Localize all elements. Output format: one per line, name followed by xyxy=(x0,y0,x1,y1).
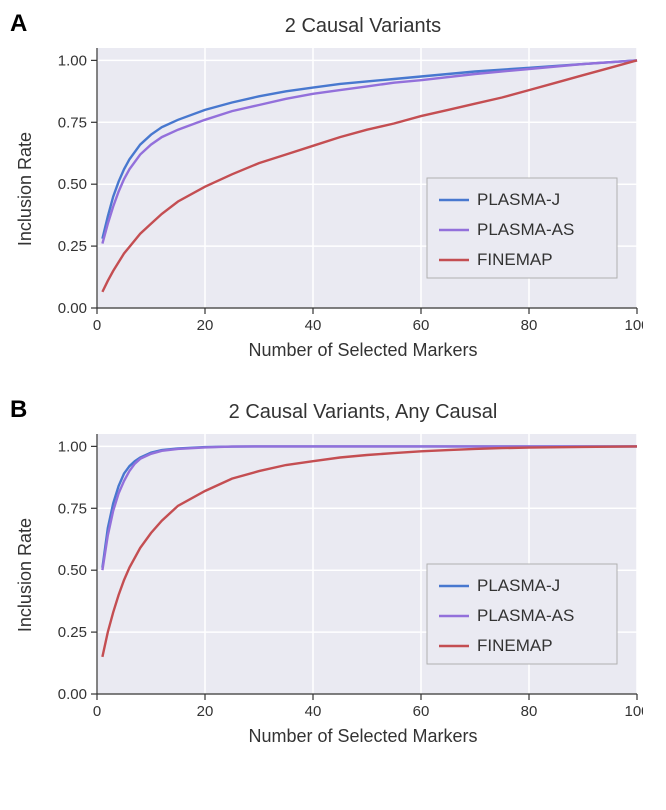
x-tick-label: 40 xyxy=(305,703,322,720)
legend-label: PLASMA-J xyxy=(477,190,560,209)
y-tick-label: 0.50 xyxy=(58,562,87,579)
x-tick-label: 60 xyxy=(413,703,430,720)
x-tick-label: 20 xyxy=(197,317,214,334)
x-tick-label: 0 xyxy=(93,703,101,720)
y-tick-label: 0.75 xyxy=(58,500,87,517)
chart-wrap: Inclusion Rate 0 20 40 60 80 100 0.00 0.25 0.50 0.… xyxy=(15,42,651,336)
y-tick-label: 0.25 xyxy=(58,624,87,641)
y-tick-label: 0.00 xyxy=(58,300,87,317)
chart-svg: 0 20 40 60 80 100 0.00 0.25 0.50 0.75 1.00 PLASMA-J… xyxy=(42,428,643,722)
chart-title: 2 Causal Variants, Any Causal xyxy=(75,401,651,424)
chart-title: 2 Causal Variants xyxy=(75,15,651,38)
x-tick-label: 80 xyxy=(521,703,538,720)
legend-label: PLASMA-J xyxy=(477,576,560,595)
legend-label: FINEMAP xyxy=(477,636,553,655)
chart-svg: 0 20 40 60 80 100 0.00 0.25 0.50 0.75 1.00 PLASMA-J… xyxy=(42,42,643,336)
panel-label: A xyxy=(10,10,27,38)
legend-label: PLASMA-AS xyxy=(477,606,574,625)
y-tick-label: 0.25 xyxy=(58,238,87,255)
y-tick-label: 1.00 xyxy=(58,438,87,455)
chart-panel-b: B2 Causal Variants, Any CausalInclusion … xyxy=(15,401,651,747)
panel-label: B xyxy=(10,396,27,424)
x-tick-label: 100 xyxy=(624,317,643,334)
x-tick-label: 40 xyxy=(305,317,322,334)
legend-label: PLASMA-AS xyxy=(477,220,574,239)
x-axis-label: Number of Selected Markers xyxy=(75,726,651,747)
x-tick-label: 20 xyxy=(197,703,214,720)
y-tick-label: 0.00 xyxy=(58,686,87,703)
chart-panel-a: A2 Causal VariantsInclusion Rate02040608… xyxy=(15,15,651,361)
x-tick-label: 100 xyxy=(624,703,643,720)
y-axis-label: Inclusion Rate xyxy=(15,132,36,246)
x-tick-label: 80 xyxy=(521,317,538,334)
y-tick-label: 0.75 xyxy=(58,114,87,131)
x-axis-label: Number of Selected Markers xyxy=(75,340,651,361)
legend-label: FINEMAP xyxy=(477,250,553,269)
x-tick-label: 60 xyxy=(413,317,430,334)
y-axis-label: Inclusion Rate xyxy=(15,518,36,632)
x-tick-label: 0 xyxy=(93,317,101,334)
y-tick-label: 1.00 xyxy=(58,52,87,69)
chart-wrap: Inclusion Rate 0 20 40 60 80 100 0.00 0.25 0.50 0.… xyxy=(15,428,651,722)
y-tick-label: 0.50 xyxy=(58,176,87,193)
